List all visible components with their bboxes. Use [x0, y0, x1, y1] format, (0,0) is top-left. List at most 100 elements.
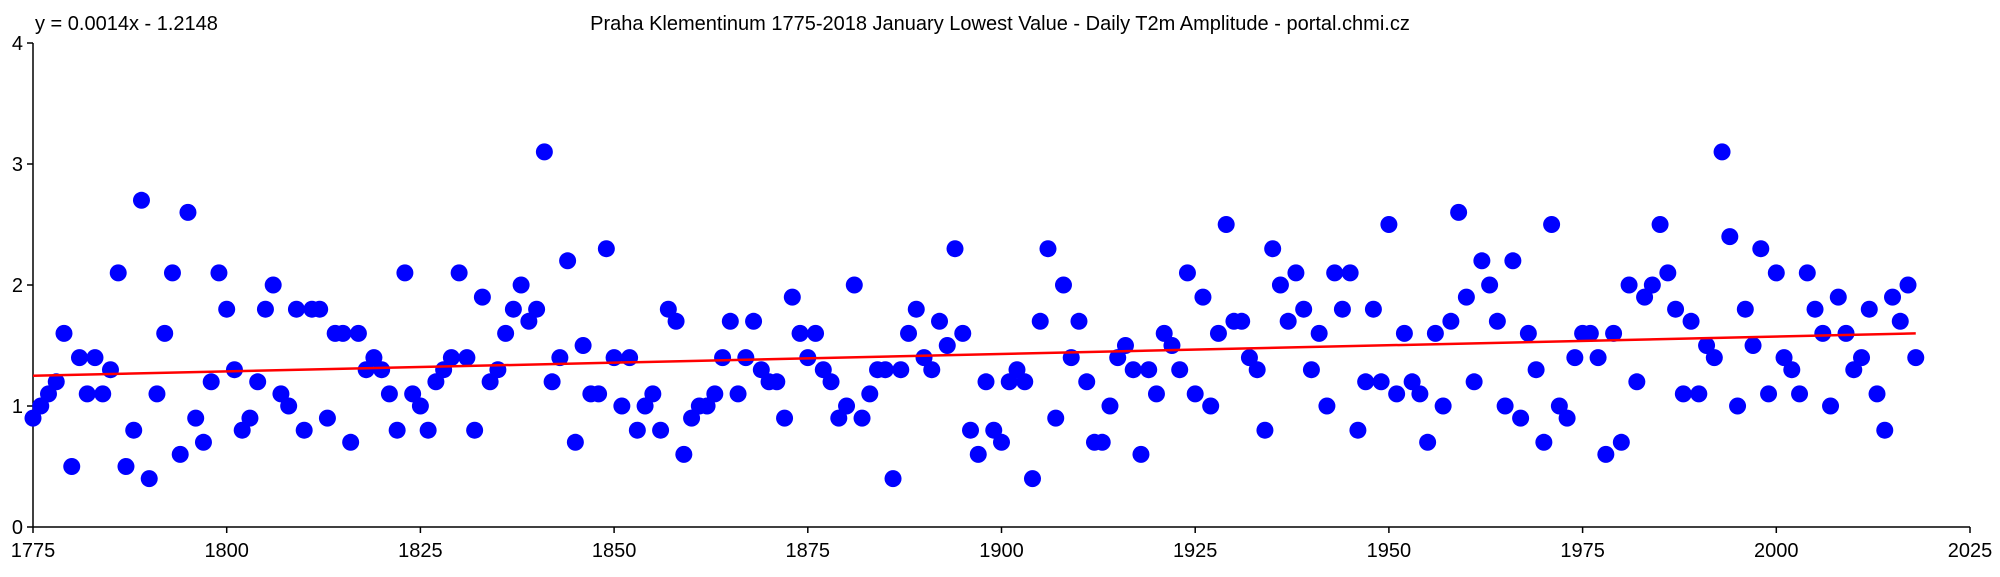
data-point [94, 385, 112, 403]
data-point [721, 312, 739, 330]
x-tick-label: 2000 [1754, 540, 1799, 562]
data-point [241, 409, 259, 427]
data-point [512, 276, 530, 294]
data-point [1519, 324, 1537, 342]
data-point [1326, 264, 1344, 282]
data-point [225, 361, 243, 379]
x-tick-label: 1925 [1173, 540, 1218, 562]
data-point [1186, 385, 1204, 403]
data-point [1070, 312, 1088, 330]
data-point [1271, 276, 1289, 294]
data-point [187, 409, 205, 427]
data-point [295, 421, 313, 439]
data-point [830, 409, 848, 427]
data-point [845, 276, 863, 294]
data-point [264, 276, 282, 294]
data-point [1721, 228, 1739, 246]
data-point [1310, 324, 1328, 342]
data-point [1357, 373, 1375, 391]
data-point [1147, 385, 1165, 403]
data-point [1868, 385, 1886, 403]
data-point [1411, 385, 1429, 403]
data-point [373, 361, 391, 379]
data-point [55, 324, 73, 342]
data-point [1527, 361, 1545, 379]
data-point [1240, 349, 1258, 367]
data-point [652, 421, 670, 439]
data-point [1256, 421, 1274, 439]
data-point [1481, 276, 1499, 294]
data-point [1643, 276, 1661, 294]
data-point [1566, 349, 1584, 367]
data-point [349, 324, 367, 342]
data-point [1109, 349, 1127, 367]
data-point [1419, 433, 1437, 451]
data-point [1636, 288, 1654, 306]
data-point [504, 300, 522, 318]
data-point [473, 288, 491, 306]
data-point [783, 288, 801, 306]
data-point [1000, 373, 1018, 391]
data-point [1209, 324, 1227, 342]
data-points [24, 143, 1925, 488]
data-point [675, 445, 693, 463]
data-point [737, 349, 755, 367]
data-point [1171, 361, 1189, 379]
data-point [450, 264, 468, 282]
data-point [1581, 324, 1599, 342]
data-point [1899, 276, 1917, 294]
data-point [1233, 312, 1251, 330]
data-point [1589, 349, 1607, 367]
data-point [1116, 337, 1134, 354]
data-point [1333, 300, 1351, 318]
data-point [1806, 300, 1824, 318]
data-point [1674, 385, 1692, 403]
data-point [613, 397, 631, 415]
data-point [218, 300, 236, 318]
x-tick-label: 2025 [1948, 540, 1993, 562]
data-point [233, 421, 251, 439]
data-point [931, 312, 949, 330]
data-point [1550, 397, 1568, 415]
data-point [1620, 276, 1638, 294]
data-point [1829, 288, 1847, 306]
data-point [1302, 361, 1320, 379]
data-point [1853, 349, 1871, 367]
data-point [194, 433, 212, 451]
data-point [1426, 324, 1444, 342]
data-point [698, 397, 716, 415]
data-point [101, 361, 119, 379]
data-point [1403, 373, 1421, 391]
x-tick-label: 1950 [1367, 540, 1412, 562]
data-point [1442, 312, 1460, 330]
data-point [1659, 264, 1677, 282]
data-point [729, 385, 747, 403]
data-point [1465, 373, 1483, 391]
data-point [745, 312, 763, 330]
data-point [256, 300, 274, 318]
data-point [1736, 300, 1754, 318]
data-point [907, 300, 925, 318]
data-point [1729, 397, 1747, 415]
data-point [1140, 361, 1158, 379]
data-point [171, 445, 189, 463]
data-point [1031, 312, 1049, 330]
data-point [117, 458, 135, 475]
data-point [163, 264, 181, 282]
data-point [1612, 433, 1630, 451]
data-point [1287, 264, 1305, 282]
data-point [249, 373, 267, 391]
data-point [1543, 216, 1561, 233]
data-point [318, 409, 336, 427]
data-point [776, 409, 794, 427]
y-tick-label: 3 [12, 154, 23, 176]
data-point [1457, 288, 1475, 306]
data-point [1349, 421, 1367, 439]
data-point [838, 397, 856, 415]
data-point [1132, 445, 1150, 463]
data-point [590, 385, 608, 403]
data-point [396, 264, 414, 282]
x-tick-label: 1875 [786, 540, 831, 562]
data-point [1744, 337, 1762, 354]
data-point [1891, 312, 1909, 330]
